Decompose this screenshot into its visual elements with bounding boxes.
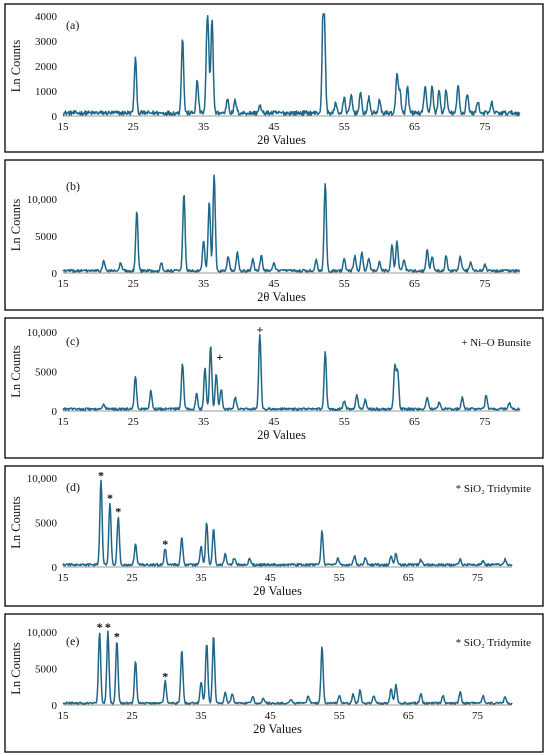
x-tick-label: 55 [339,278,351,290]
panel-frame [4,613,544,753]
x-tick-label: 15 [58,710,70,722]
peak-marker: * [162,537,168,551]
panel-d: 15 25 35 45 55 65 75 0 5000 10,000 2θ Values Ln Cou… [4,465,544,607]
y-axis-title: Ln Counts [9,496,23,549]
y-tick-label: 3000 [35,36,58,48]
x-tick-label: 65 [409,278,421,290]
x-tick-label: 55 [334,710,346,722]
peak-marker: * [115,504,121,518]
x-tick-label: 15 [58,121,70,133]
xrd-trace [62,174,521,273]
x-axis-title: 2θ Values [257,290,306,304]
panel-c: 15 25 35 45 55 65 75 0 5000 10,000 2θ Values Ln Cou… [4,317,544,459]
x-tick-label: 35 [198,278,210,290]
peak-marker: * [105,620,111,634]
peak-marker: * [97,620,103,634]
x-tick-label: 15 [58,572,70,584]
y-tick-label: 4000 [35,11,58,23]
x-axis-title: 2θ Values [257,428,306,442]
legend-text: * SiO₂ Tridymite [456,637,531,649]
y-tick-label: 10,000 [27,627,58,639]
peak-marker: + [216,350,223,364]
x-tick-label: 45 [268,121,280,133]
x-tick-label: 75 [472,710,484,722]
x-tick-label: 55 [339,121,351,133]
peak-marker: * [114,629,120,643]
x-tick-label: 45 [268,278,280,290]
x-tick-label: 45 [265,572,277,584]
y-tick-label: 2000 [35,61,58,73]
x-tick-label: 25 [127,710,139,722]
x-axis-title: 2θ Values [257,133,306,147]
x-tick-label: 65 [409,416,421,428]
y-axis-title: Ln Counts [9,40,23,93]
x-tick-label: 75 [479,121,491,133]
x-axis-title: 2θ Values [253,722,302,736]
panel-label: (c) [66,334,79,348]
x-tick-label: 75 [479,416,491,428]
x-tick-label: 25 [128,121,140,133]
x-tick-label: 35 [196,572,208,584]
y-tick-label: 0 [52,268,58,280]
y-axis-title: Ln Counts [9,199,23,252]
panel-frame [4,317,544,459]
x-tick-label: 35 [198,416,210,428]
y-tick-label: 0 [52,700,58,712]
panel-frame [4,465,544,607]
x-tick-label: 75 [472,572,484,584]
y-tick-label: 5000 [35,518,58,530]
legend-text: * SiO₂ Tridymite [456,483,531,495]
panel-b: 15 25 35 45 55 65 75 0 5000 10,000 2θ Values Ln Cou… [4,159,544,311]
x-tick-label: 15 [58,416,70,428]
xrd-trace [62,479,513,567]
x-tick-label: 35 [198,121,210,133]
x-tick-label: 65 [403,710,415,722]
y-tick-label: 0 [52,111,58,123]
y-tick-label: 0 [52,406,58,418]
peak-marker: + [256,322,263,336]
peak-marker: * [98,469,104,483]
panel-frame [4,159,544,311]
x-tick-label: 25 [127,572,139,584]
x-tick-label: 45 [265,710,277,722]
y-axis-title: Ln Counts [9,642,23,695]
panel-e: 15 25 35 45 55 65 75 0 5000 10,000 2θ Values Ln Cou… [4,613,544,753]
peak-marker: * [107,491,113,505]
x-tick-label: 55 [334,572,346,584]
y-tick-label: 1000 [35,86,58,98]
x-axis-title: 2θ Values [253,584,302,598]
xrd-trace [62,13,521,116]
x-tick-label: 45 [268,416,280,428]
x-tick-label: 25 [128,416,140,428]
x-tick-label: 25 [128,278,140,290]
panel-label: (b) [66,179,80,193]
x-tick-label: 15 [58,278,70,290]
panel-label: (a) [66,18,79,32]
x-tick-label: 35 [196,710,208,722]
y-tick-label: 10,000 [27,194,58,206]
panel-label: (d) [66,480,80,494]
y-tick-label: 0 [52,562,58,574]
y-axis-title: Ln Counts [9,345,23,398]
x-tick-label: 65 [409,121,421,133]
y-tick-label: 10,000 [27,327,58,339]
y-tick-label: 5000 [35,231,58,243]
y-tick-label: 5000 [35,367,58,379]
xrd-trace [62,333,521,411]
x-tick-label: 55 [339,416,351,428]
panel-a: 15 25 35 45 55 65 75 0 1000 2000 3000 4000 2θ Values… [4,3,544,153]
y-tick-label: 5000 [35,664,58,676]
y-tick-label: 10,000 [27,473,58,485]
legend-text: + Ni–O Bunsite [461,337,531,349]
peak-marker: * [162,670,168,684]
panel-label: (e) [66,634,79,648]
panel-frame [4,3,544,153]
x-tick-label: 75 [479,278,491,290]
x-tick-label: 65 [403,572,415,584]
xrd-trace [62,630,513,705]
